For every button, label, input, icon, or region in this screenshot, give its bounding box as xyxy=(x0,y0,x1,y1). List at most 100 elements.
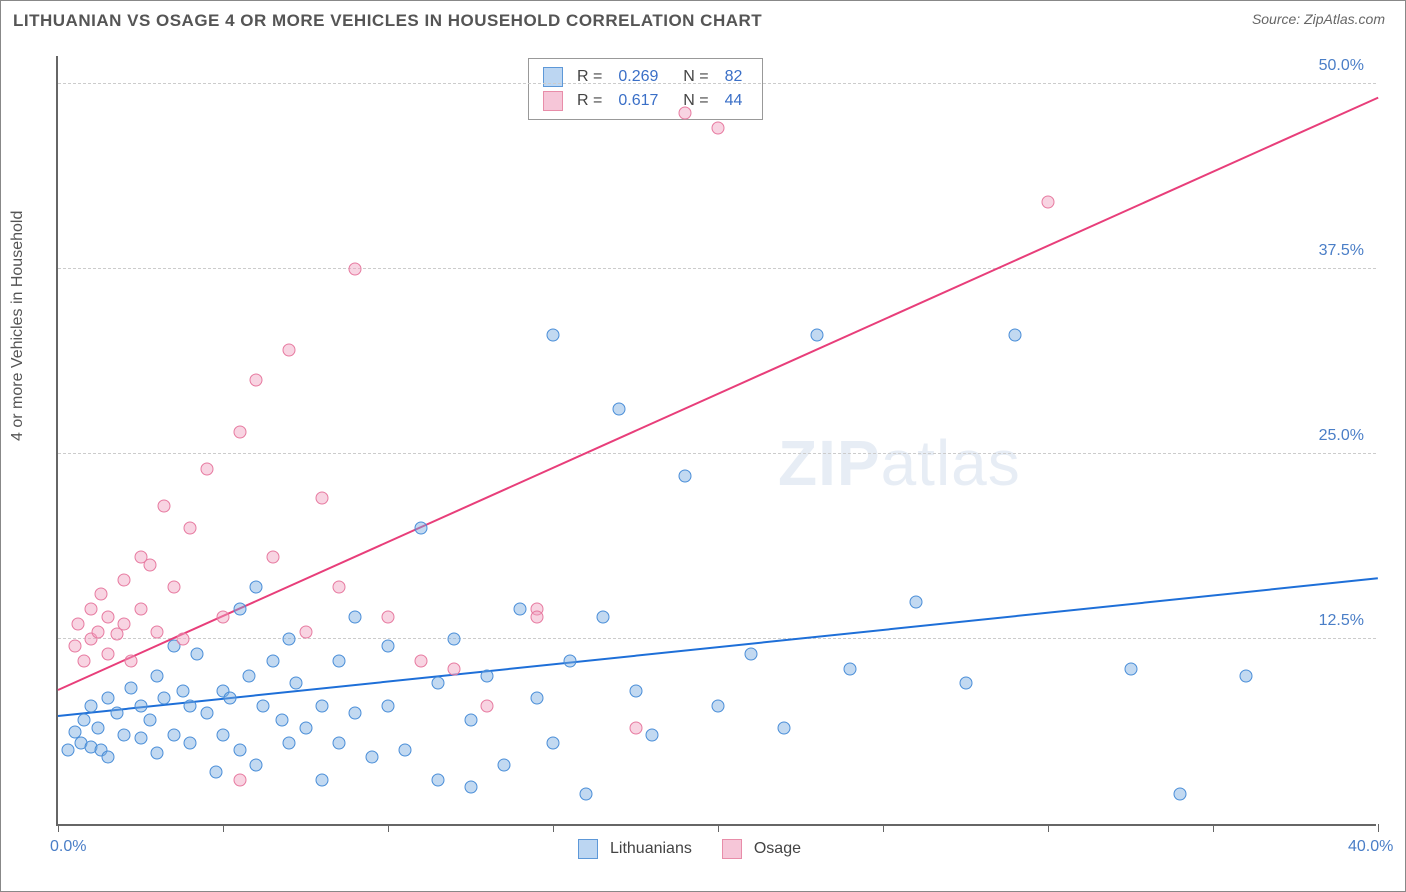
data-point xyxy=(124,655,137,668)
x-tick xyxy=(388,824,389,832)
stats-row: R = 0.269 N = 82 xyxy=(543,65,748,89)
data-point xyxy=(349,610,362,623)
legend-label: Osage xyxy=(754,840,801,858)
data-point xyxy=(530,692,543,705)
data-point xyxy=(778,721,791,734)
data-point xyxy=(382,610,395,623)
data-point xyxy=(61,743,74,756)
data-point xyxy=(276,714,289,727)
data-point xyxy=(250,373,263,386)
data-point xyxy=(217,729,230,742)
data-point xyxy=(85,603,98,616)
data-point xyxy=(514,603,527,616)
data-point xyxy=(118,573,131,586)
y-tick-label: 50.0% xyxy=(1319,57,1364,75)
data-point xyxy=(844,662,857,675)
stat-r-label: R = xyxy=(577,65,602,89)
data-point xyxy=(580,788,593,801)
data-point xyxy=(299,721,312,734)
data-point xyxy=(332,655,345,668)
data-point xyxy=(497,758,510,771)
data-point xyxy=(243,669,256,682)
data-point xyxy=(85,699,98,712)
data-point xyxy=(629,684,642,697)
data-point xyxy=(233,425,246,438)
data-point xyxy=(547,329,560,342)
data-point xyxy=(646,729,659,742)
data-point xyxy=(679,470,692,483)
data-point xyxy=(91,625,104,638)
stat-r-label: R = xyxy=(577,89,602,113)
data-point xyxy=(144,558,157,571)
data-point xyxy=(167,729,180,742)
data-point xyxy=(481,669,494,682)
y-tick-label: 12.5% xyxy=(1319,612,1364,630)
data-point xyxy=(184,736,197,749)
data-point xyxy=(283,632,296,645)
data-point xyxy=(1240,669,1253,682)
data-point xyxy=(177,632,190,645)
stats-legend-box: R = 0.269 N = 82R = 0.617 N = 44 xyxy=(528,58,763,120)
stats-row: R = 0.617 N = 44 xyxy=(543,89,748,113)
data-point xyxy=(811,329,824,342)
x-tick xyxy=(718,824,719,832)
data-point xyxy=(71,618,84,631)
data-point xyxy=(316,773,329,786)
data-point xyxy=(464,780,477,793)
data-point xyxy=(332,581,345,594)
y-axis-label: 4 or more Vehicles in Household xyxy=(9,211,27,441)
chart-container: LITHUANIAN VS OSAGE 4 OR MORE VEHICLES I… xyxy=(0,0,1406,892)
data-point xyxy=(745,647,758,660)
data-point xyxy=(101,751,114,764)
x-tick xyxy=(883,824,884,832)
data-point xyxy=(101,647,114,660)
data-point xyxy=(91,721,104,734)
data-point xyxy=(481,699,494,712)
data-point xyxy=(596,610,609,623)
legend-swatch xyxy=(722,839,742,859)
data-point xyxy=(679,107,692,120)
data-point xyxy=(217,610,230,623)
data-point xyxy=(349,262,362,275)
data-point xyxy=(349,706,362,719)
chart-title: LITHUANIAN VS OSAGE 4 OR MORE VEHICLES I… xyxy=(13,11,762,31)
stat-r-value: 0.617 xyxy=(618,89,658,113)
data-point xyxy=(118,618,131,631)
x-tick-label: 40.0% xyxy=(1348,838,1393,856)
data-point xyxy=(111,706,124,719)
plot-area: ZIPatlas R = 0.269 N = 82R = 0.617 N = 4… xyxy=(56,56,1376,826)
data-point xyxy=(415,521,428,534)
data-point xyxy=(283,344,296,357)
data-point xyxy=(177,684,190,697)
x-tick xyxy=(1048,824,1049,832)
data-point xyxy=(1042,196,1055,209)
legend-swatch xyxy=(543,67,563,87)
stat-n-value: 44 xyxy=(725,89,743,113)
data-point xyxy=(101,692,114,705)
data-point xyxy=(316,699,329,712)
data-point xyxy=(448,632,461,645)
data-point xyxy=(134,699,147,712)
data-point xyxy=(415,655,428,668)
gridline xyxy=(58,83,1376,84)
data-point xyxy=(256,699,269,712)
gridline xyxy=(58,638,1376,639)
data-point xyxy=(1174,788,1187,801)
legend-label: Lithuanians xyxy=(610,840,692,858)
data-point xyxy=(184,699,197,712)
data-point xyxy=(157,692,170,705)
data-point xyxy=(289,677,302,690)
data-point xyxy=(223,692,236,705)
data-point xyxy=(200,462,213,475)
trend-line xyxy=(58,97,1379,691)
data-point xyxy=(200,706,213,719)
data-point xyxy=(1009,329,1022,342)
data-point xyxy=(134,603,147,616)
data-point xyxy=(365,751,378,764)
data-point xyxy=(563,655,576,668)
legend-item: Osage xyxy=(722,839,801,859)
y-tick-label: 37.5% xyxy=(1319,242,1364,260)
data-point xyxy=(68,640,81,653)
data-point xyxy=(124,681,137,694)
data-point xyxy=(530,610,543,623)
